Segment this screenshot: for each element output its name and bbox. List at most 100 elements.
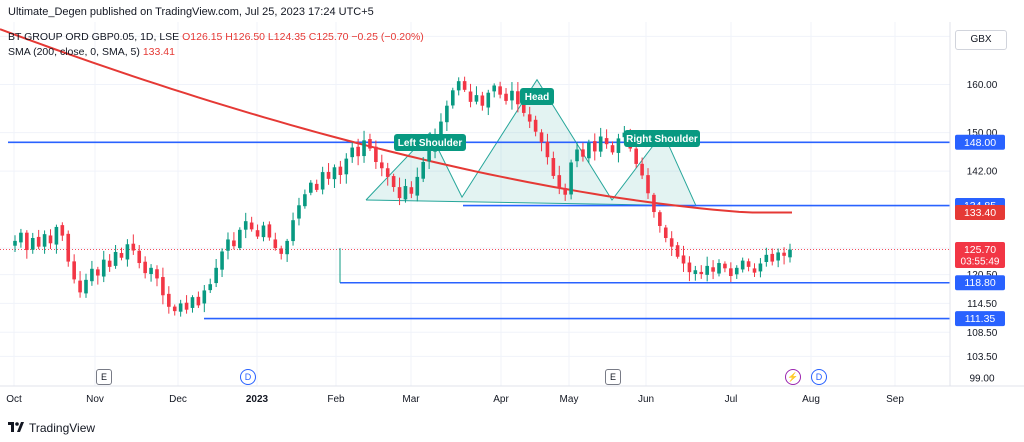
candle-body <box>149 267 153 275</box>
time-tick-label: May <box>560 394 579 405</box>
dividend-marker[interactable]: D <box>811 369 827 385</box>
candle-body <box>196 296 201 306</box>
price-tick-label: 103.50 <box>967 352 998 363</box>
time-tick-label: Jul <box>725 394 738 405</box>
sma-series <box>0 28 792 214</box>
candle-body <box>131 243 136 251</box>
currency-button[interactable]: GBX <box>955 30 1007 50</box>
earnings-marker[interactable]: E <box>605 369 621 385</box>
candle-body <box>652 194 656 213</box>
candle-body <box>717 263 721 274</box>
level-badge-148-00-bg <box>955 134 1005 150</box>
candle-body <box>723 263 727 269</box>
dividend-marker[interactable]: D <box>240 369 256 385</box>
time-axis[interactable]: Oct Nov Dec 2023 Feb Mar Apr May Jun Jul Aug Sep <box>0 385 1024 405</box>
candle-body <box>113 251 118 266</box>
sma-badge-bg <box>955 205 1005 221</box>
candle-body <box>338 166 343 175</box>
candle-body <box>285 240 289 255</box>
time-tick-label: Apr <box>493 394 509 405</box>
level-badge-111-35-bg <box>955 311 1005 327</box>
time-tick-label: Feb <box>327 394 345 405</box>
horizontal-levels[interactable] <box>8 141 950 320</box>
candle-body <box>681 255 686 264</box>
time-tick-label: 2023 <box>246 394 269 405</box>
candle-body <box>450 90 455 106</box>
candle-body <box>427 150 431 162</box>
candle-body <box>705 265 709 275</box>
candle-body <box>232 240 236 247</box>
candle-body <box>379 162 384 169</box>
price-tick-label: 160.00 <box>967 80 998 91</box>
earnings-marker[interactable]: E <box>96 369 112 385</box>
tradingview-logo[interactable]: TradingView <box>8 421 95 435</box>
candle-body <box>770 253 775 262</box>
candle-body <box>267 224 272 238</box>
candle-body <box>776 252 780 261</box>
candle-body <box>202 290 207 304</box>
price-tick-label: 150.00 <box>967 128 998 139</box>
candle-body <box>604 138 609 145</box>
candle-body <box>764 254 769 262</box>
candle-body <box>788 249 792 258</box>
price-badge-value: 125.70 <box>964 244 996 256</box>
pattern-labels: Left Shoulder Head Right Shoulder <box>394 88 700 151</box>
pattern-label-head: Head <box>520 88 554 105</box>
candle-body <box>693 270 698 275</box>
candle-body <box>734 267 739 275</box>
candle-body <box>303 194 307 207</box>
candle-body <box>557 175 562 188</box>
symbol-legend[interactable]: BT GROUP ORD GBP0.05, 1D, LSE O126.15 H1… <box>8 31 424 43</box>
candle-body <box>326 171 331 179</box>
ohlc-values: O126.15 H126.50 L124.35 C125.70 −0.25 (−… <box>182 31 424 43</box>
pattern-label-text: Head <box>525 92 549 103</box>
candle-body <box>172 306 177 312</box>
candle-body <box>758 263 763 272</box>
candle-body <box>391 176 396 188</box>
price-tick-label: 108.50 <box>967 328 998 339</box>
candle-body <box>658 212 662 226</box>
price-axis[interactable]: 170.00160.00150.00142.00120.50114.50108.… <box>949 22 1024 416</box>
candle-body <box>498 86 502 95</box>
candle-body <box>190 297 195 308</box>
time-tick-label: Jun <box>638 394 654 405</box>
candle-body <box>155 269 159 279</box>
candle-body <box>551 158 556 176</box>
candle-body <box>320 172 325 190</box>
candle-body <box>415 176 420 196</box>
candle-body <box>161 277 165 296</box>
candle-body <box>711 267 715 272</box>
candle-body <box>521 104 526 113</box>
candle-body <box>752 268 757 273</box>
candle-body <box>309 182 313 193</box>
pattern-label-right-shoulder: Right Shoulder <box>624 130 700 147</box>
price-badge-countdown: 03:55:49 <box>961 257 1000 268</box>
candle-body <box>474 95 479 102</box>
candle-body <box>610 145 615 153</box>
lightning-icon[interactable]: ⚡ <box>785 369 801 385</box>
candle-body <box>445 105 449 123</box>
footer: TradingView <box>0 416 1024 442</box>
candle-body <box>492 85 496 92</box>
candle-body <box>143 261 147 274</box>
sma-legend[interactable]: SMA (200, close, 0, SMA, 5) 133.41 <box>8 46 175 58</box>
sma-value: 133.41 <box>142 46 175 58</box>
sma-line <box>0 28 792 214</box>
candle-body <box>78 280 82 293</box>
candle-body <box>25 232 29 251</box>
candle-body <box>746 261 751 267</box>
candle-body <box>279 248 284 254</box>
candle-body <box>72 261 76 280</box>
candle-body <box>243 221 248 230</box>
candle-body <box>598 136 603 152</box>
candle-body <box>468 91 473 102</box>
time-tick-label: Nov <box>86 394 104 405</box>
candle-body <box>60 225 65 236</box>
sma-badge: 133.40 <box>964 207 996 219</box>
tradingview-brand: TradingView <box>29 421 96 435</box>
candle-body <box>101 259 106 277</box>
price-badge-bg <box>955 242 1005 269</box>
candle-body <box>42 234 47 247</box>
candle-body <box>54 226 59 245</box>
